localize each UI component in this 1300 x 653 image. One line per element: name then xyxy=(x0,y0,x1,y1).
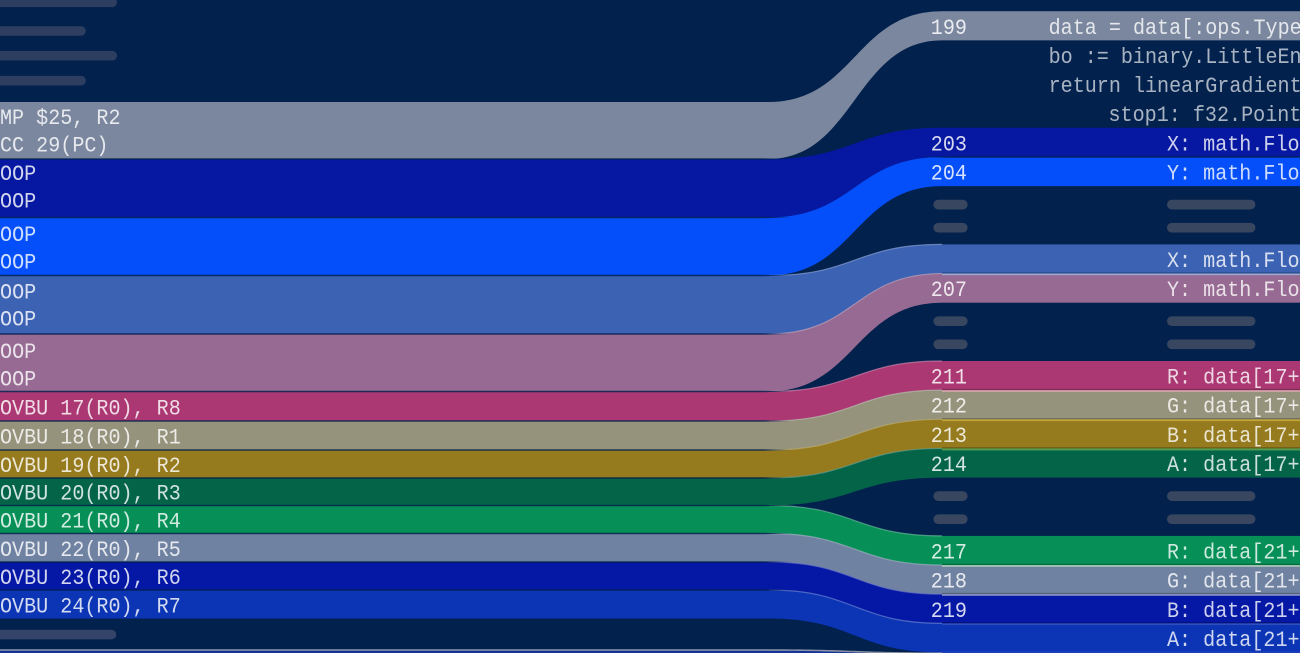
svg-text:OVBU 18(R0), R1: OVBU 18(R0), R1 xyxy=(0,426,181,451)
svg-text:B: data[17+2],: B: data[17+2], xyxy=(1167,424,1300,449)
svg-text:213: 213 xyxy=(931,424,967,449)
svg-text:data = data[:ops.TypeLinearGra: data = data[:ops.TypeLinearGradientLen] xyxy=(1049,16,1300,41)
svg-text:204: 204 xyxy=(931,162,967,187)
svg-text:CC 29(PC): CC 29(PC) xyxy=(0,134,109,159)
svg-text:B: data[21+2],: B: data[21+2], xyxy=(1167,599,1300,624)
svg-text:OOP: OOP xyxy=(0,340,36,365)
svg-text:Y: math.Float32frombits(bo.Uin: Y: math.Float32frombits(bo.Uint32(data[5… xyxy=(1167,162,1300,187)
svg-text:OOP: OOP xyxy=(0,281,36,306)
svg-text:OOP: OOP xyxy=(0,162,36,187)
svg-text:217: 217 xyxy=(931,541,967,566)
svg-text:OVBU 17(R0), R8: OVBU 17(R0), R8 xyxy=(0,397,181,422)
svg-text:X: math.Float32frombits(bo.Uin: X: math.Float32frombits(bo.Uint32(data[1… xyxy=(1167,132,1300,157)
svg-text:OOP: OOP xyxy=(0,251,36,276)
svg-text:X: math.Float32frombits(bo.Uin: X: math.Float32frombits(bo.Uint32(data[9… xyxy=(1167,249,1300,274)
svg-text:OVBU 21(R0), R4: OVBU 21(R0), R4 xyxy=(0,510,181,535)
svg-text:OOP: OOP xyxy=(0,368,36,393)
svg-text:bo := binary.LittleEndian: bo := binary.LittleEndian xyxy=(1049,45,1300,70)
svg-text:A: data[21+3],: A: data[21+3], xyxy=(1167,628,1300,653)
svg-text:R: data[21+0],: R: data[21+0], xyxy=(1167,541,1300,566)
svg-text:OOP: OOP xyxy=(0,190,36,215)
svg-text:199: 199 xyxy=(931,16,967,41)
svg-text:return linearGradientOpData{: return linearGradientOpData{ xyxy=(1049,74,1300,99)
svg-text:OVBU 24(R0), R7: OVBU 24(R0), R7 xyxy=(0,595,181,620)
svg-text:OOP: OOP xyxy=(0,223,36,248)
svg-text:R: data[17+0],: R: data[17+0], xyxy=(1167,366,1300,391)
svg-text:Y: math.Float32frombits(bo.Uin: Y: math.Float32frombits(bo.Uint32(data[1… xyxy=(1167,278,1300,303)
svg-text:212: 212 xyxy=(931,395,967,420)
svg-text:OVBU 23(R0), R6: OVBU 23(R0), R6 xyxy=(0,566,181,591)
svg-text:A: data[17+3],: A: data[17+3], xyxy=(1167,453,1300,478)
svg-text:203: 203 xyxy=(931,132,967,157)
svg-text:MP $25, R2: MP $25, R2 xyxy=(0,106,121,131)
svg-text:219: 219 xyxy=(931,599,967,624)
svg-text:207: 207 xyxy=(931,278,967,303)
svg-text:stop1: f32.Point{: stop1: f32.Point{ xyxy=(1109,103,1300,128)
svg-text:211: 211 xyxy=(931,366,967,391)
svg-text:OOP: OOP xyxy=(0,308,36,333)
svg-text:G: data[17+1],: G: data[17+1], xyxy=(1167,395,1300,420)
svg-text:214: 214 xyxy=(931,453,967,478)
svg-text:G: data[21+1],: G: data[21+1], xyxy=(1167,570,1300,595)
svg-text:OVBU 19(R0), R2: OVBU 19(R0), R2 xyxy=(0,454,181,479)
svg-text:OVBU 22(R0), R5: OVBU 22(R0), R5 xyxy=(0,538,181,563)
svg-text:218: 218 xyxy=(931,570,967,595)
svg-text:OVBU 20(R0), R3: OVBU 20(R0), R3 xyxy=(0,482,181,507)
